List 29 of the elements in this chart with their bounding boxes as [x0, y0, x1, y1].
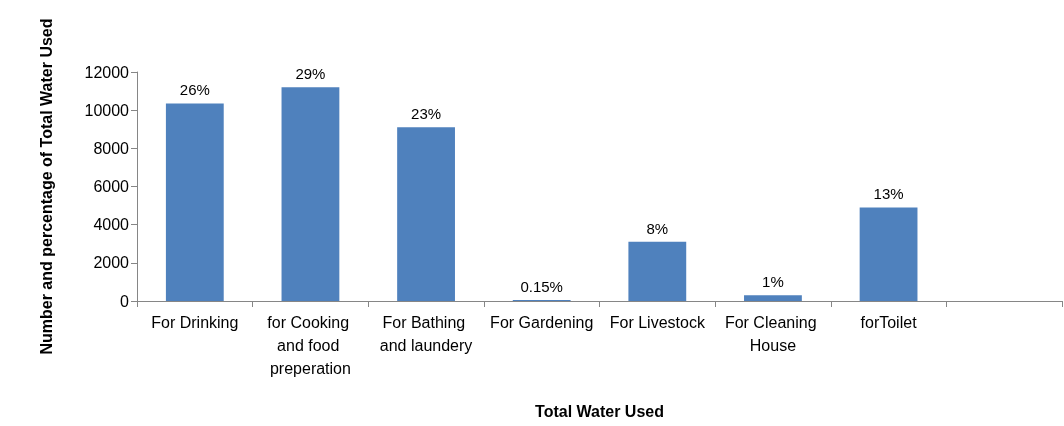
y-tick-label: 2000 — [93, 254, 130, 272]
y-axis-title: Number and percentage of Total Water Used — [37, 18, 55, 355]
bar — [744, 295, 802, 301]
x-tick-label: forToilet — [860, 314, 918, 331]
annotation: 13% — [873, 185, 904, 203]
y-tick-label: 10000 — [84, 101, 130, 119]
y-tick-label: 6000 — [93, 178, 130, 195]
y-tick-label: 8000 — [93, 139, 130, 157]
bar — [281, 87, 340, 301]
x-tick-label: for Cooking and food preperation — [267, 314, 354, 377]
annotation: 23% — [411, 105, 442, 123]
annotation: 1% — [762, 273, 784, 291]
x-tick-label: For Bathing and laundery — [379, 314, 473, 354]
annotation: 29% — [295, 65, 326, 83]
annotation: 26% — [179, 81, 210, 99]
x-tick-label: For Livestock — [609, 314, 706, 331]
annotation: 8% — [646, 219, 669, 237]
annotation: 0.15% — [520, 278, 563, 296]
x-tick-label: For Gardening — [490, 314, 594, 331]
bar — [859, 207, 918, 301]
x-tick-label: For Drinking — [151, 314, 239, 331]
bar — [628, 241, 687, 301]
y-tick-label: 12000 — [84, 63, 130, 81]
bar — [165, 103, 224, 301]
y-tick-label: 4000 — [93, 216, 130, 234]
bar — [397, 127, 455, 301]
x-axis-title: Total Water Used — [535, 402, 664, 420]
x-tick-label: For Cleaning House — [724, 314, 821, 354]
y-tick-label: 0 — [120, 292, 130, 310]
